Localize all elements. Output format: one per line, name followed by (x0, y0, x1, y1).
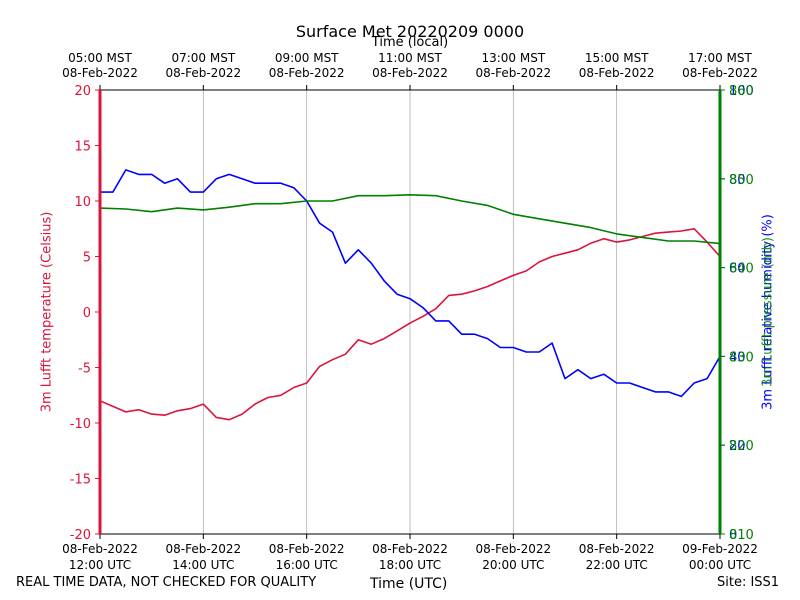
series-layer (99, 169, 721, 421)
x-tick-label-local-time: 11:00 MST (378, 51, 442, 65)
x-tick-label-utc-time: 00:00 UTC (689, 558, 751, 572)
rh-tick-label: 60 (729, 262, 746, 277)
x-tick-label-utc-date: 08-Feb-2022 (475, 542, 551, 556)
chart-title: Surface Met 20220209 0000 (295, 22, 525, 41)
x-tick-label-local-time: 15:00 MST (585, 51, 649, 65)
x-tick-label-local-time: 13:00 MST (481, 51, 545, 65)
left-tick-label: 0 (83, 306, 91, 321)
grid-lines (202, 90, 618, 534)
series-line-temperature (99, 228, 721, 421)
rh-tick-label: 80 (729, 173, 746, 188)
left-tick-label: 10 (74, 195, 91, 210)
left-tick-label: -5 (78, 362, 91, 377)
x-tick-label-local-time: 05:00 MST (68, 51, 132, 65)
press-tick-label: 820 (729, 439, 754, 454)
series-line-relative-humidity (100, 169, 721, 398)
x-tick-label-utc-date: 08-Feb-2022 (62, 542, 138, 556)
series-line-pressure (99, 194, 721, 245)
left-tick-label: 15 (74, 140, 91, 155)
x-tick-label-local-date: 08-Feb-2022 (62, 66, 138, 80)
x-tick-label-utc-time: 20:00 UTC (482, 558, 544, 572)
ticks-layer: -20 -15 -10 -5 0 5 10 15 20 0 20 40 60 80 100 810 820 830… (62, 51, 758, 572)
x-tick-label-utc-date: 08-Feb-2022 (269, 542, 345, 556)
press-tick-label: 810 (729, 528, 754, 543)
y-axis-label-left: 3m Lufft temperature (Celsius) (39, 211, 55, 413)
press-tick-label: 850 (729, 173, 754, 188)
y-axis-label-right-pressure: 3m Lufft pressure (mb) (760, 237, 776, 387)
x-tick-label-utc-date: 08-Feb-2022 (372, 542, 448, 556)
x-tick-label-utc-date: 08-Feb-2022 (165, 542, 241, 556)
x-tick-label-local-date: 08-Feb-2022 (165, 66, 241, 80)
left-tick-label: -15 (70, 473, 91, 488)
press-tick-label: 860 (729, 84, 754, 99)
left-tick-label: -20 (70, 528, 91, 543)
x-tick-label-local-date: 08-Feb-2022 (372, 66, 448, 80)
rh-tick-label: 40 (729, 350, 746, 365)
x-tick-label-utc-time: 18:00 UTC (379, 558, 441, 572)
left-tick-label: -10 (70, 417, 91, 432)
x-tick-label-utc-date: 09-Feb-2022 (682, 542, 758, 556)
rh-tick-label: 0 (729, 528, 737, 543)
footer-quality-note: REAL TIME DATA, NOT CHECKED FOR QUALITY (16, 575, 317, 590)
x-tick-label-utc-time: 14:00 UTC (172, 558, 234, 572)
footer-site: Site: ISS1 (717, 575, 780, 590)
x-tick-label-local-time: 07:00 MST (171, 51, 235, 65)
x-tick-label-utc-time: 22:00 UTC (586, 558, 648, 572)
press-tick-label: 830 (729, 350, 754, 365)
press-tick-label: 840 (729, 262, 754, 277)
x-tick-label-local-date: 08-Feb-2022 (475, 66, 551, 80)
x-tick-label-local-time: 17:00 MST (688, 51, 752, 65)
x-axis-label: Time (UTC) (370, 576, 448, 592)
x-tick-label-utc-date: 08-Feb-2022 (579, 542, 655, 556)
x-tick-label-local-date: 08-Feb-2022 (579, 66, 655, 80)
left-tick-label: 5 (83, 251, 91, 266)
top-axis-label: Time (local) (371, 35, 449, 50)
x-tick-label-local-date: 08-Feb-2022 (682, 66, 758, 80)
rh-tick-label: 100 (729, 84, 754, 99)
rh-tick-label: 20 (729, 439, 746, 454)
x-tick-label-utc-time: 12:00 UTC (69, 558, 131, 572)
x-tick-label-local-date: 08-Feb-2022 (269, 66, 345, 80)
left-tick-label: 20 (74, 84, 91, 99)
x-tick-label-local-time: 09:00 MST (275, 51, 339, 65)
x-tick-label-utc-time: 16:00 UTC (276, 558, 338, 572)
